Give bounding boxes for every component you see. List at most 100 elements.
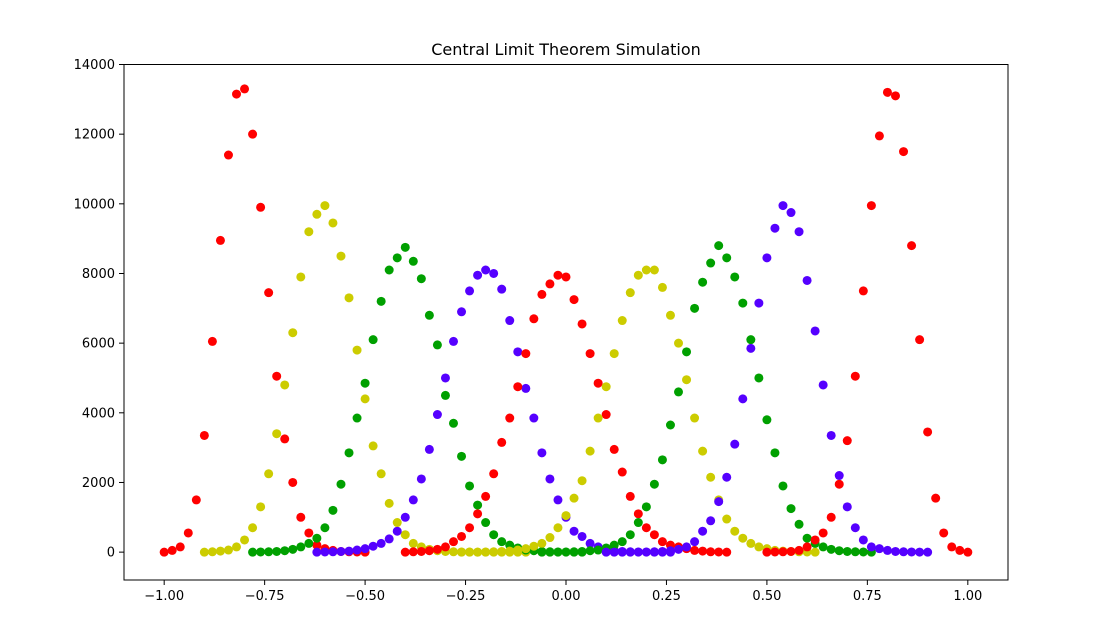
scatter-point	[907, 241, 917, 251]
scatter-point	[416, 474, 426, 484]
scatter-point	[826, 430, 836, 440]
scatter-point	[424, 444, 434, 454]
scatter-point	[786, 504, 796, 514]
scatter-point	[521, 544, 531, 554]
scatter-point	[641, 547, 651, 557]
scatter-point	[215, 546, 225, 556]
scatter-point	[722, 514, 732, 524]
scatter-point	[183, 528, 193, 538]
series-2	[248, 242, 587, 557]
scatter-point	[521, 349, 531, 359]
scatter-point	[722, 472, 732, 482]
scatter-point	[553, 547, 563, 557]
scatter-point	[633, 509, 643, 519]
scatter-point	[874, 544, 884, 554]
scatter-point	[264, 288, 274, 298]
scatter-point	[585, 446, 595, 456]
scatter-point	[810, 535, 820, 545]
scatter-point	[440, 373, 450, 383]
scatter-point	[762, 415, 772, 425]
scatter-point	[682, 542, 692, 552]
scatter-point	[786, 208, 796, 218]
scatter-point	[682, 347, 692, 357]
scatter-point	[448, 336, 458, 346]
scatter-point	[858, 286, 868, 296]
scatter-point	[457, 307, 467, 317]
scatter-point	[834, 471, 844, 481]
scatter-point	[722, 253, 732, 263]
scatter-point	[730, 439, 740, 449]
scatter-point	[248, 547, 258, 557]
scatter-point	[778, 481, 788, 491]
scatter-point	[344, 546, 354, 556]
scatter-point	[850, 547, 860, 557]
scatter-point	[328, 505, 338, 515]
scatter-point	[874, 131, 884, 141]
scatter-point	[585, 538, 595, 548]
scatter-point	[432, 340, 442, 350]
scatter-point	[304, 227, 314, 237]
scatter-point	[826, 544, 836, 554]
scatter-point	[256, 502, 266, 512]
scatter-point	[272, 546, 282, 556]
scatter-point	[215, 235, 225, 245]
scatter-point	[770, 547, 780, 557]
scatter-point	[649, 547, 659, 557]
scatter-point	[786, 546, 796, 556]
scatter-point	[802, 542, 812, 552]
scatter-point	[223, 150, 233, 160]
scatter-points	[159, 84, 973, 557]
scatter-point	[834, 479, 844, 489]
scatter-point	[641, 523, 651, 533]
scatter-point	[448, 418, 458, 428]
scatter-point	[585, 546, 595, 556]
scatter-point	[665, 310, 675, 320]
y-tick-label: 2000	[82, 476, 115, 491]
scatter-point	[497, 537, 507, 547]
scatter-point	[593, 545, 603, 555]
scatter-point	[794, 227, 804, 237]
scatter-point	[223, 545, 233, 555]
scatter-point	[304, 528, 314, 538]
x-tick-label: −0.50	[345, 589, 385, 604]
scatter-point	[296, 542, 306, 552]
scatter-point	[915, 335, 925, 345]
scatter-point	[232, 89, 242, 99]
scatter-point	[794, 519, 804, 529]
scatter-point	[207, 547, 217, 557]
scatter-point	[778, 201, 788, 211]
scatter-point	[280, 546, 290, 556]
scatter-point	[858, 547, 868, 557]
scatter-point	[698, 446, 708, 456]
y-tick-label: 6000	[82, 337, 115, 352]
scatter-point	[633, 518, 643, 528]
scatter-point	[690, 537, 700, 547]
scatter-point	[649, 265, 659, 275]
scatter-point	[714, 547, 724, 557]
scatter-point	[955, 545, 965, 555]
scatter-point	[264, 469, 274, 479]
scatter-point	[336, 251, 346, 261]
scatter-point	[320, 547, 330, 557]
scatter-point	[481, 265, 491, 275]
scatter-point	[665, 546, 675, 556]
scatter-point	[304, 538, 314, 548]
scatter-point	[489, 547, 499, 557]
scatter-point	[899, 547, 909, 557]
scatter-point	[352, 345, 362, 355]
scatter-point	[344, 448, 354, 458]
scatter-point	[545, 279, 555, 289]
x-tick-label: 1.00	[953, 589, 982, 604]
scatter-point	[657, 537, 667, 547]
y-axis: 0 2000 4000 6000 8000 10000 12000 14000	[74, 58, 124, 561]
scatter-point	[384, 498, 394, 508]
scatter-point	[416, 546, 426, 556]
scatter-point	[497, 546, 507, 556]
scatter-point	[280, 380, 290, 390]
scatter-point	[915, 547, 925, 557]
scatter-point	[569, 526, 579, 536]
scatter-point	[770, 448, 780, 458]
scatter-point	[617, 467, 627, 477]
scatter-point	[344, 293, 354, 303]
scatter-point	[481, 547, 491, 557]
